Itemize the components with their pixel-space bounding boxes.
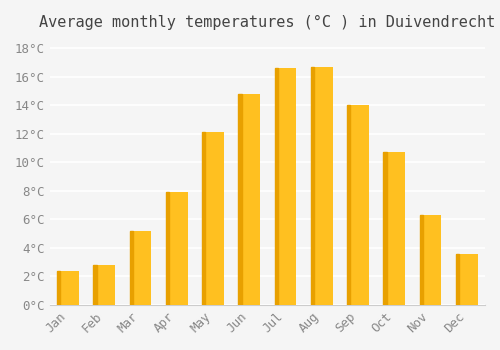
Bar — [238, 94, 242, 305]
Bar — [57, 271, 60, 305]
Bar — [57, 271, 79, 305]
Bar — [384, 152, 386, 305]
Bar — [456, 254, 460, 305]
Bar — [238, 94, 260, 305]
Bar — [94, 265, 115, 305]
Bar — [347, 105, 350, 305]
Bar — [166, 192, 188, 305]
Bar — [274, 68, 278, 305]
Bar — [202, 132, 224, 305]
Bar — [130, 231, 133, 305]
Title: Average monthly temperatures (°C ) in Duivendrecht: Average monthly temperatures (°C ) in Du… — [40, 15, 496, 30]
Bar — [347, 105, 369, 305]
Bar — [130, 231, 152, 305]
Bar — [420, 215, 423, 305]
Bar — [94, 265, 96, 305]
Bar — [202, 132, 205, 305]
Bar — [311, 66, 332, 305]
Bar — [456, 254, 477, 305]
Bar — [274, 68, 296, 305]
Bar — [384, 152, 405, 305]
Bar — [420, 215, 442, 305]
Bar — [311, 66, 314, 305]
Bar — [166, 192, 169, 305]
